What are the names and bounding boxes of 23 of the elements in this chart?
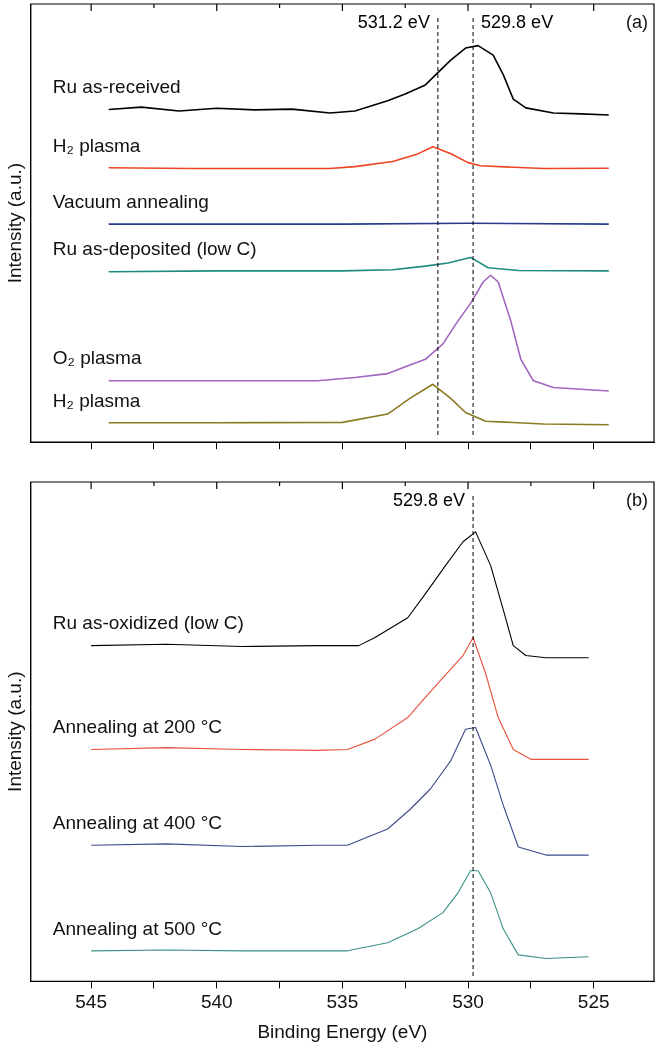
- series-label: Annealing at 400 °C: [52, 811, 223, 833]
- series-label: Vacuum annealing: [52, 190, 209, 212]
- series-label: Annealing at 200 °C: [52, 716, 223, 738]
- x-axis-title: Binding Energy (eV): [257, 1020, 428, 1042]
- series-label: Annealing at 500 °C: [52, 917, 223, 939]
- text: (b): [626, 489, 648, 510]
- series-label: H₂ plasma: [52, 134, 141, 156]
- series-label: Ru as-oxidized (low C): [52, 612, 244, 634]
- series-label: Ru as-received: [52, 76, 181, 98]
- ref-line-label: 531.2 eV: [357, 11, 430, 32]
- x-tick-label: 545: [75, 991, 107, 1013]
- y-axis-title: Intensity (a.u.): [3, 162, 25, 284]
- series-label: O₂ plasma: [52, 347, 142, 369]
- text: (a): [626, 11, 648, 32]
- series-label: Ru as-deposited (low C): [52, 238, 257, 260]
- x-tick-label: 535: [326, 991, 359, 1013]
- x-tick-label: 540: [200, 991, 233, 1013]
- ref-line-label: 529.8 eV: [481, 11, 554, 32]
- y-axis-title: Intensity (a.u.): [3, 671, 25, 792]
- x-tick-label: 530: [452, 991, 484, 1013]
- ref-line-label: 529.8 eV: [393, 489, 466, 510]
- series-label: H₂ plasma: [52, 389, 141, 411]
- x-tick-label: 525: [577, 991, 610, 1013]
